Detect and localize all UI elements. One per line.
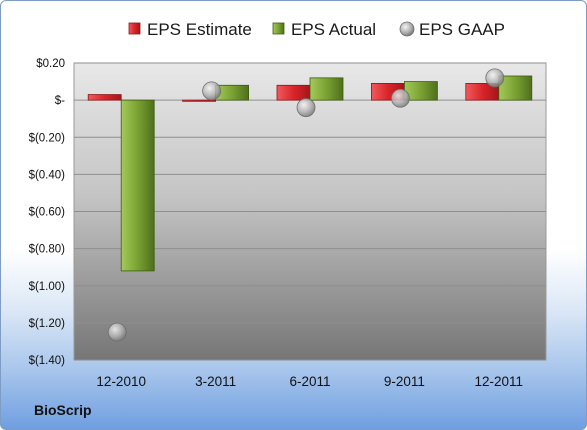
y-tick-label: $(1.20) (29, 318, 66, 330)
eps-actual-bar (498, 75, 533, 101)
y-tick-label: $(0.20) (29, 132, 66, 144)
legend: EPS Estimate EPS Actual EPS GAAP (128, 20, 505, 39)
eps-estimate-bar (276, 84, 311, 101)
eps-estimate-bar (87, 94, 122, 101)
x-tick-label: 9-2011 (384, 374, 425, 389)
legend-swatch (272, 22, 285, 35)
legend-eps-estimate: EPS Estimate (128, 20, 252, 39)
y-axis-ticks: $0.20 $- $(0.20) $(0.40) $(0.60) $(0.80) $(1.0… (29, 58, 66, 367)
legend-eps-gaap: EPS GAAP (399, 20, 505, 39)
eps-actual-bar (120, 99, 155, 272)
y-tick-label: $- (55, 95, 65, 107)
y-tick-label: $(1.00) (29, 281, 66, 293)
x-axis-labels: 12-2010 3-2011 6-2011 9-2011 12-2011 (96, 374, 523, 389)
y-tick-label: $0.20 (36, 58, 65, 70)
y-tick-label: $(1.40) (29, 355, 66, 367)
eps-gaap-marker (485, 68, 505, 88)
legend-swatch (128, 22, 141, 35)
legend-label: EPS GAAP (419, 20, 505, 39)
eps-gaap-marker (202, 81, 222, 101)
x-tick-label: 12-2010 (96, 374, 146, 389)
legend-eps-actual: EPS Actual (272, 20, 376, 39)
x-tick-label: 3-2011 (195, 374, 236, 389)
x-tick-label: 12-2011 (475, 374, 524, 389)
legend-label: EPS Estimate (147, 20, 252, 39)
eps-gaap-marker (107, 322, 127, 342)
y-tick-label: $(0.60) (29, 207, 66, 219)
eps-gaap-marker (390, 88, 410, 108)
eps-gaap-marker (296, 98, 316, 117)
legend-label: EPS Actual (291, 20, 376, 39)
eps-actual-bar (309, 77, 344, 101)
y-tick-label: $(0.40) (29, 169, 66, 181)
x-tick-label: 6-2011 (289, 374, 330, 389)
legend-swatch (399, 21, 415, 37)
eps-estimate-bar (182, 99, 217, 102)
gaap-markers (107, 68, 505, 342)
company-name: BioScrip (34, 402, 92, 418)
y-tick-label: $(0.80) (29, 244, 66, 256)
